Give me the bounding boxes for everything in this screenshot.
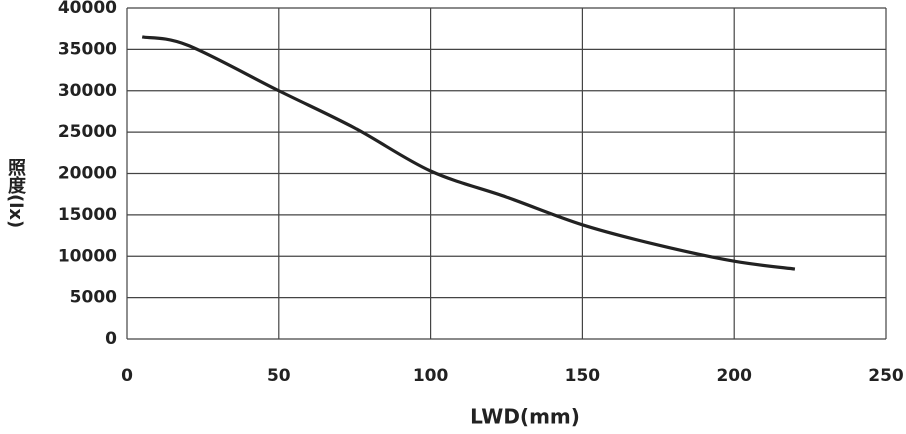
y-tick-label: 15000 [58,205,117,225]
x-tick-label: 0 [121,366,133,386]
y-tick-label: 10000 [58,246,117,266]
x-tick-label: 100 [413,366,449,386]
y-tick-label: 40000 [58,0,117,18]
y-tick-label: 35000 [58,39,117,59]
x-axis-label: LWD(mm) [470,405,580,429]
y-tick-label: 25000 [58,122,117,142]
y-tick-label: 5000 [70,288,117,308]
y-tick-label: 0 [105,329,117,349]
y-axis-label: 照度(lx) [5,158,26,229]
y-tick-label: 20000 [58,164,117,184]
x-tick-label: 50 [267,366,291,386]
x-tick-label: 200 [716,366,752,386]
y-tick-label: 30000 [58,81,117,101]
x-tick-label: 150 [565,366,601,386]
data-line [141,35,796,271]
x-tick-label: 250 [868,366,904,386]
